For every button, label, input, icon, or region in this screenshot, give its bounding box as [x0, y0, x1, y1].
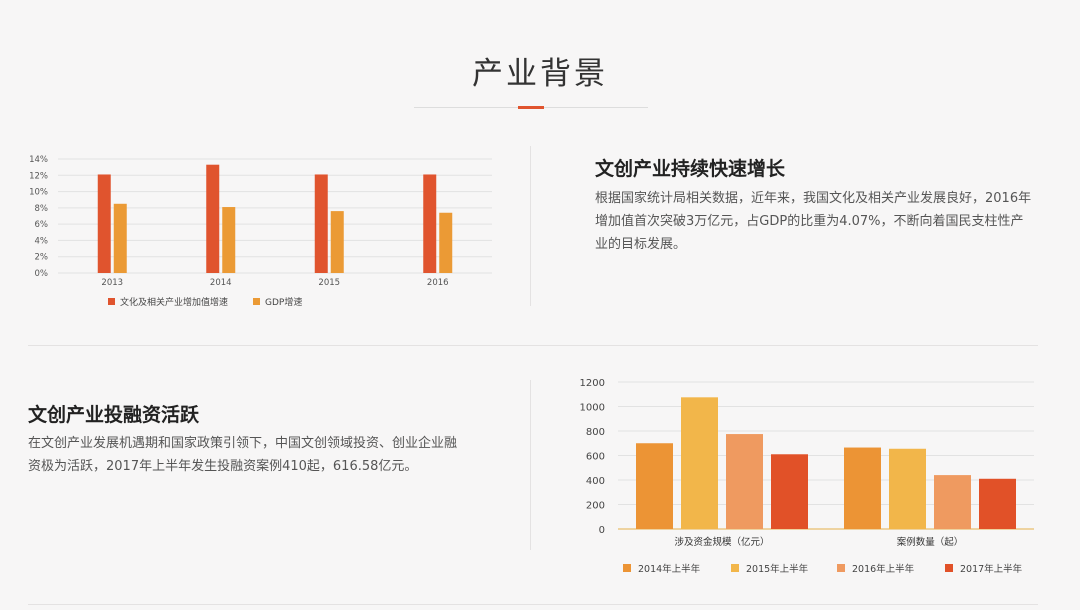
bar	[113, 203, 127, 273]
y-tick-label: 800	[586, 427, 605, 438]
legend-label: 2015年上半年	[746, 563, 809, 575]
y-tick-label: 10%	[29, 188, 48, 198]
bar	[889, 448, 926, 529]
y-tick-label: 0	[599, 525, 605, 536]
bottom-divider	[28, 604, 1038, 605]
section1-vertical-divider	[530, 146, 531, 306]
y-tick-label: 1200	[580, 378, 605, 389]
bar	[222, 207, 236, 273]
legend-label: 2017年上半年	[960, 563, 1023, 575]
x-tick-label: 涉及资金规模（亿元）	[674, 536, 769, 548]
investment-financing-chart: 0 200 400 600 800 1000 1200 涉及资金规模（亿元） 案例数量（起） 20…	[580, 378, 1034, 575]
bar	[934, 475, 971, 529]
bar	[979, 478, 1016, 529]
bar	[771, 454, 808, 529]
y-tick-label: 1000	[580, 403, 605, 414]
x-tick-label: 案例数量（起）	[897, 536, 964, 548]
section1-heading: 文创产业持续快速增长	[595, 158, 786, 180]
legend-swatch	[731, 564, 739, 572]
legend-label: 2014年上半年	[638, 563, 701, 575]
section2-heading: 文创产业投融资活跃	[28, 404, 200, 426]
y-tick-label: 400	[586, 476, 605, 487]
y-tick-label: 14%	[29, 155, 48, 165]
growth-rate-chart: 0% 2% 4% 6% 8% 10% 12% 14% 2013 2014 2015 2016 文化及相关…	[29, 155, 492, 308]
section2-body: 在文创产业发展机遇期和国家政策引领下，中国文创领域投资、创业企业融资极为活跃，2…	[28, 436, 458, 474]
title-accent-bar	[518, 106, 544, 109]
legend-swatch	[623, 564, 631, 572]
legend-swatch	[837, 564, 845, 572]
bar	[844, 447, 881, 529]
legend-swatch	[253, 298, 260, 305]
bar	[726, 434, 763, 529]
y-tick-label: 12%	[29, 171, 48, 181]
section2-vertical-divider	[530, 380, 531, 550]
y-tick-label: 600	[586, 452, 605, 463]
y-tick-label: 4%	[35, 236, 49, 246]
bar	[439, 212, 453, 273]
page-title: 产业背景	[472, 56, 608, 92]
y-tick-label: 2%	[35, 253, 49, 263]
legend-swatch	[108, 298, 115, 305]
bar	[423, 174, 437, 273]
x-tick-label: 2014	[210, 278, 232, 288]
bar	[681, 397, 718, 529]
y-tick-label: 0%	[35, 269, 49, 279]
legend-label: 文化及相关产业增加值增速	[120, 296, 228, 308]
x-tick-label: 2013	[101, 278, 123, 288]
y-tick-label: 8%	[35, 204, 49, 214]
x-tick-label: 2016	[427, 278, 449, 288]
y-tick-label: 6%	[35, 220, 49, 230]
bar	[314, 174, 328, 273]
x-tick-label: 2015	[318, 278, 340, 288]
legend-label: GDP增速	[265, 296, 302, 308]
bar	[97, 174, 111, 273]
legend-label: 2016年上半年	[852, 563, 915, 575]
bar	[206, 164, 220, 273]
y-tick-label: 200	[586, 501, 605, 512]
section1-body: 根据国家统计局相关数据，近年来，我国文化及相关产业发展良好，2016年增加值首次…	[595, 191, 1032, 252]
bar	[636, 443, 673, 529]
section-horizontal-divider	[28, 345, 1038, 346]
bar	[330, 211, 344, 273]
legend-swatch	[945, 564, 953, 572]
